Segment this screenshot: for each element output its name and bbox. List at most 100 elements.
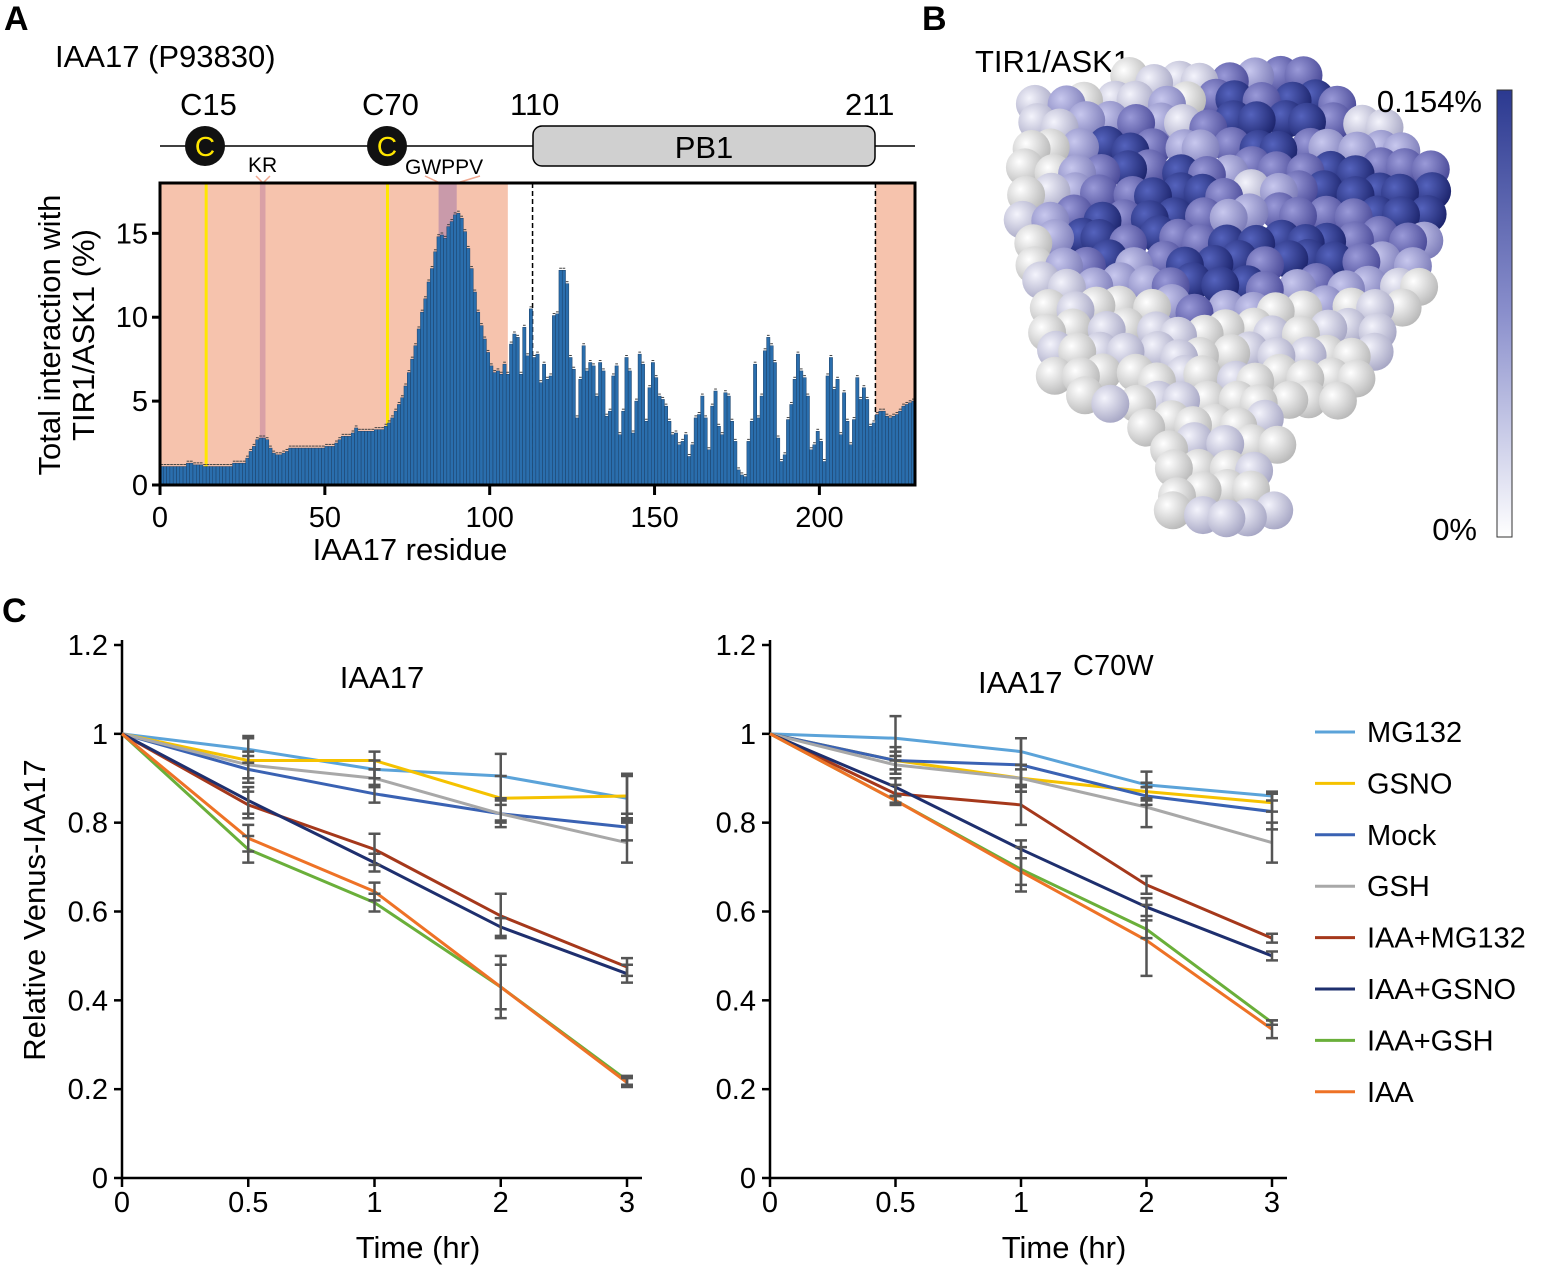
domain-start-label: 110 (510, 87, 559, 122)
residue-bar (426, 281, 431, 486)
residue-bar (199, 464, 204, 486)
residue-bar (667, 420, 672, 486)
motif-gwppv-label: GWPPV (405, 156, 483, 179)
residue-bar (759, 395, 764, 486)
residue-bar (370, 431, 375, 486)
kr-motif-band (259, 183, 266, 485)
interaction-bar-chart: 0 50 100 150 200 0 5 10 15 (116, 181, 917, 534)
error-bar (494, 916, 507, 938)
residue-bar (308, 447, 312, 486)
x-tick-label: 3 (619, 1187, 635, 1219)
residue-bar (904, 404, 909, 486)
residue-bar (472, 291, 477, 486)
residue-bar (179, 466, 184, 486)
residue-bar (535, 353, 540, 486)
residue-bar (779, 461, 784, 486)
residue-bar (192, 464, 197, 486)
residue-bar (819, 441, 823, 486)
residue-bar (489, 365, 494, 486)
residue-bar (271, 452, 276, 486)
residue-bar (881, 410, 886, 486)
residue-bar (614, 365, 619, 486)
residue-bar (311, 447, 316, 486)
residue-bar (469, 268, 474, 486)
residue-bar (901, 405, 906, 486)
residue-bar (561, 269, 566, 486)
residue-bar (525, 355, 530, 486)
residue-bar (690, 444, 695, 486)
residue-bar (248, 451, 253, 486)
residue-bar (377, 429, 382, 486)
line-chart-iaa17-c70w: 0 0.2 0.4 0.6 0.8 1 1.2 0 0.5 1 2 3 (716, 630, 1287, 1219)
residue-bar (261, 437, 266, 486)
x-tick-label: 0 (762, 1187, 778, 1219)
residue-bar (796, 353, 800, 486)
residue-bar (350, 432, 355, 486)
residue-bar (552, 315, 556, 486)
residue-bar (403, 385, 408, 486)
residue-bar (842, 392, 847, 486)
colorbar (1496, 89, 1513, 538)
residue-bar (558, 269, 563, 486)
x-tick-label: 1 (1013, 1187, 1029, 1219)
y-tick-label: 1.2 (68, 630, 108, 662)
x-tick-label: 0 (152, 502, 168, 534)
y-tick-label: 5 (132, 386, 148, 418)
residue-bar (258, 437, 263, 486)
residue-bar (301, 447, 306, 486)
residue-bar (238, 462, 243, 486)
residue-bar (766, 337, 771, 486)
legend-label: GSH (1367, 871, 1430, 903)
residue-bar (298, 447, 303, 486)
residue-bar (456, 212, 461, 486)
x-tick-label: 0.5 (228, 1187, 268, 1219)
residue-bar (344, 436, 349, 486)
residue-bar (416, 328, 421, 486)
residue-bar (769, 345, 774, 486)
atom-sphere (1207, 499, 1246, 538)
residue-bar (908, 402, 912, 486)
residue-bar (166, 466, 171, 486)
residue-bar (601, 370, 606, 486)
residue-bar (502, 363, 507, 486)
error-bar (1266, 932, 1278, 944)
residue-bar (700, 395, 705, 486)
residue-bar (505, 374, 510, 486)
error-bar (1015, 783, 1027, 827)
legend-label: GSNO (1367, 768, 1452, 800)
structure-title: TIR1/ASK1 (975, 44, 1130, 79)
residue-bar (538, 382, 543, 486)
residue-bar (878, 410, 883, 486)
residue-bar (496, 370, 500, 486)
residue-bar (209, 466, 214, 486)
error-bar (1266, 1019, 1278, 1040)
residue-bar (291, 447, 296, 486)
x-tick-label: 3 (1264, 1187, 1280, 1219)
residue-bar (321, 447, 326, 486)
residue-bar (845, 420, 850, 486)
y-tick-label: 15 (116, 218, 148, 250)
error-bar (1015, 856, 1027, 887)
residue-bar (650, 362, 655, 486)
residue-bar (163, 466, 167, 486)
residue-bar (476, 311, 481, 486)
residue-bar (726, 395, 731, 486)
residue-bar (631, 432, 636, 486)
atom-sphere (1154, 449, 1193, 488)
error-bar (242, 785, 255, 816)
residue-bar (621, 410, 626, 486)
residue-bar (275, 454, 279, 486)
legend-label: IAA+GSH (1367, 1025, 1494, 1057)
error-bar (494, 803, 507, 824)
residue-bar (252, 446, 256, 486)
residue-bar (634, 400, 639, 486)
residue-bar (255, 439, 260, 486)
error-bar (621, 821, 633, 864)
residue-bar (875, 414, 879, 486)
residue-bar (515, 337, 520, 486)
residue-bar (479, 325, 484, 486)
error-bar (621, 963, 633, 984)
residue-bar (380, 429, 385, 486)
residue-bar (459, 217, 464, 486)
residue-bar (604, 415, 609, 486)
